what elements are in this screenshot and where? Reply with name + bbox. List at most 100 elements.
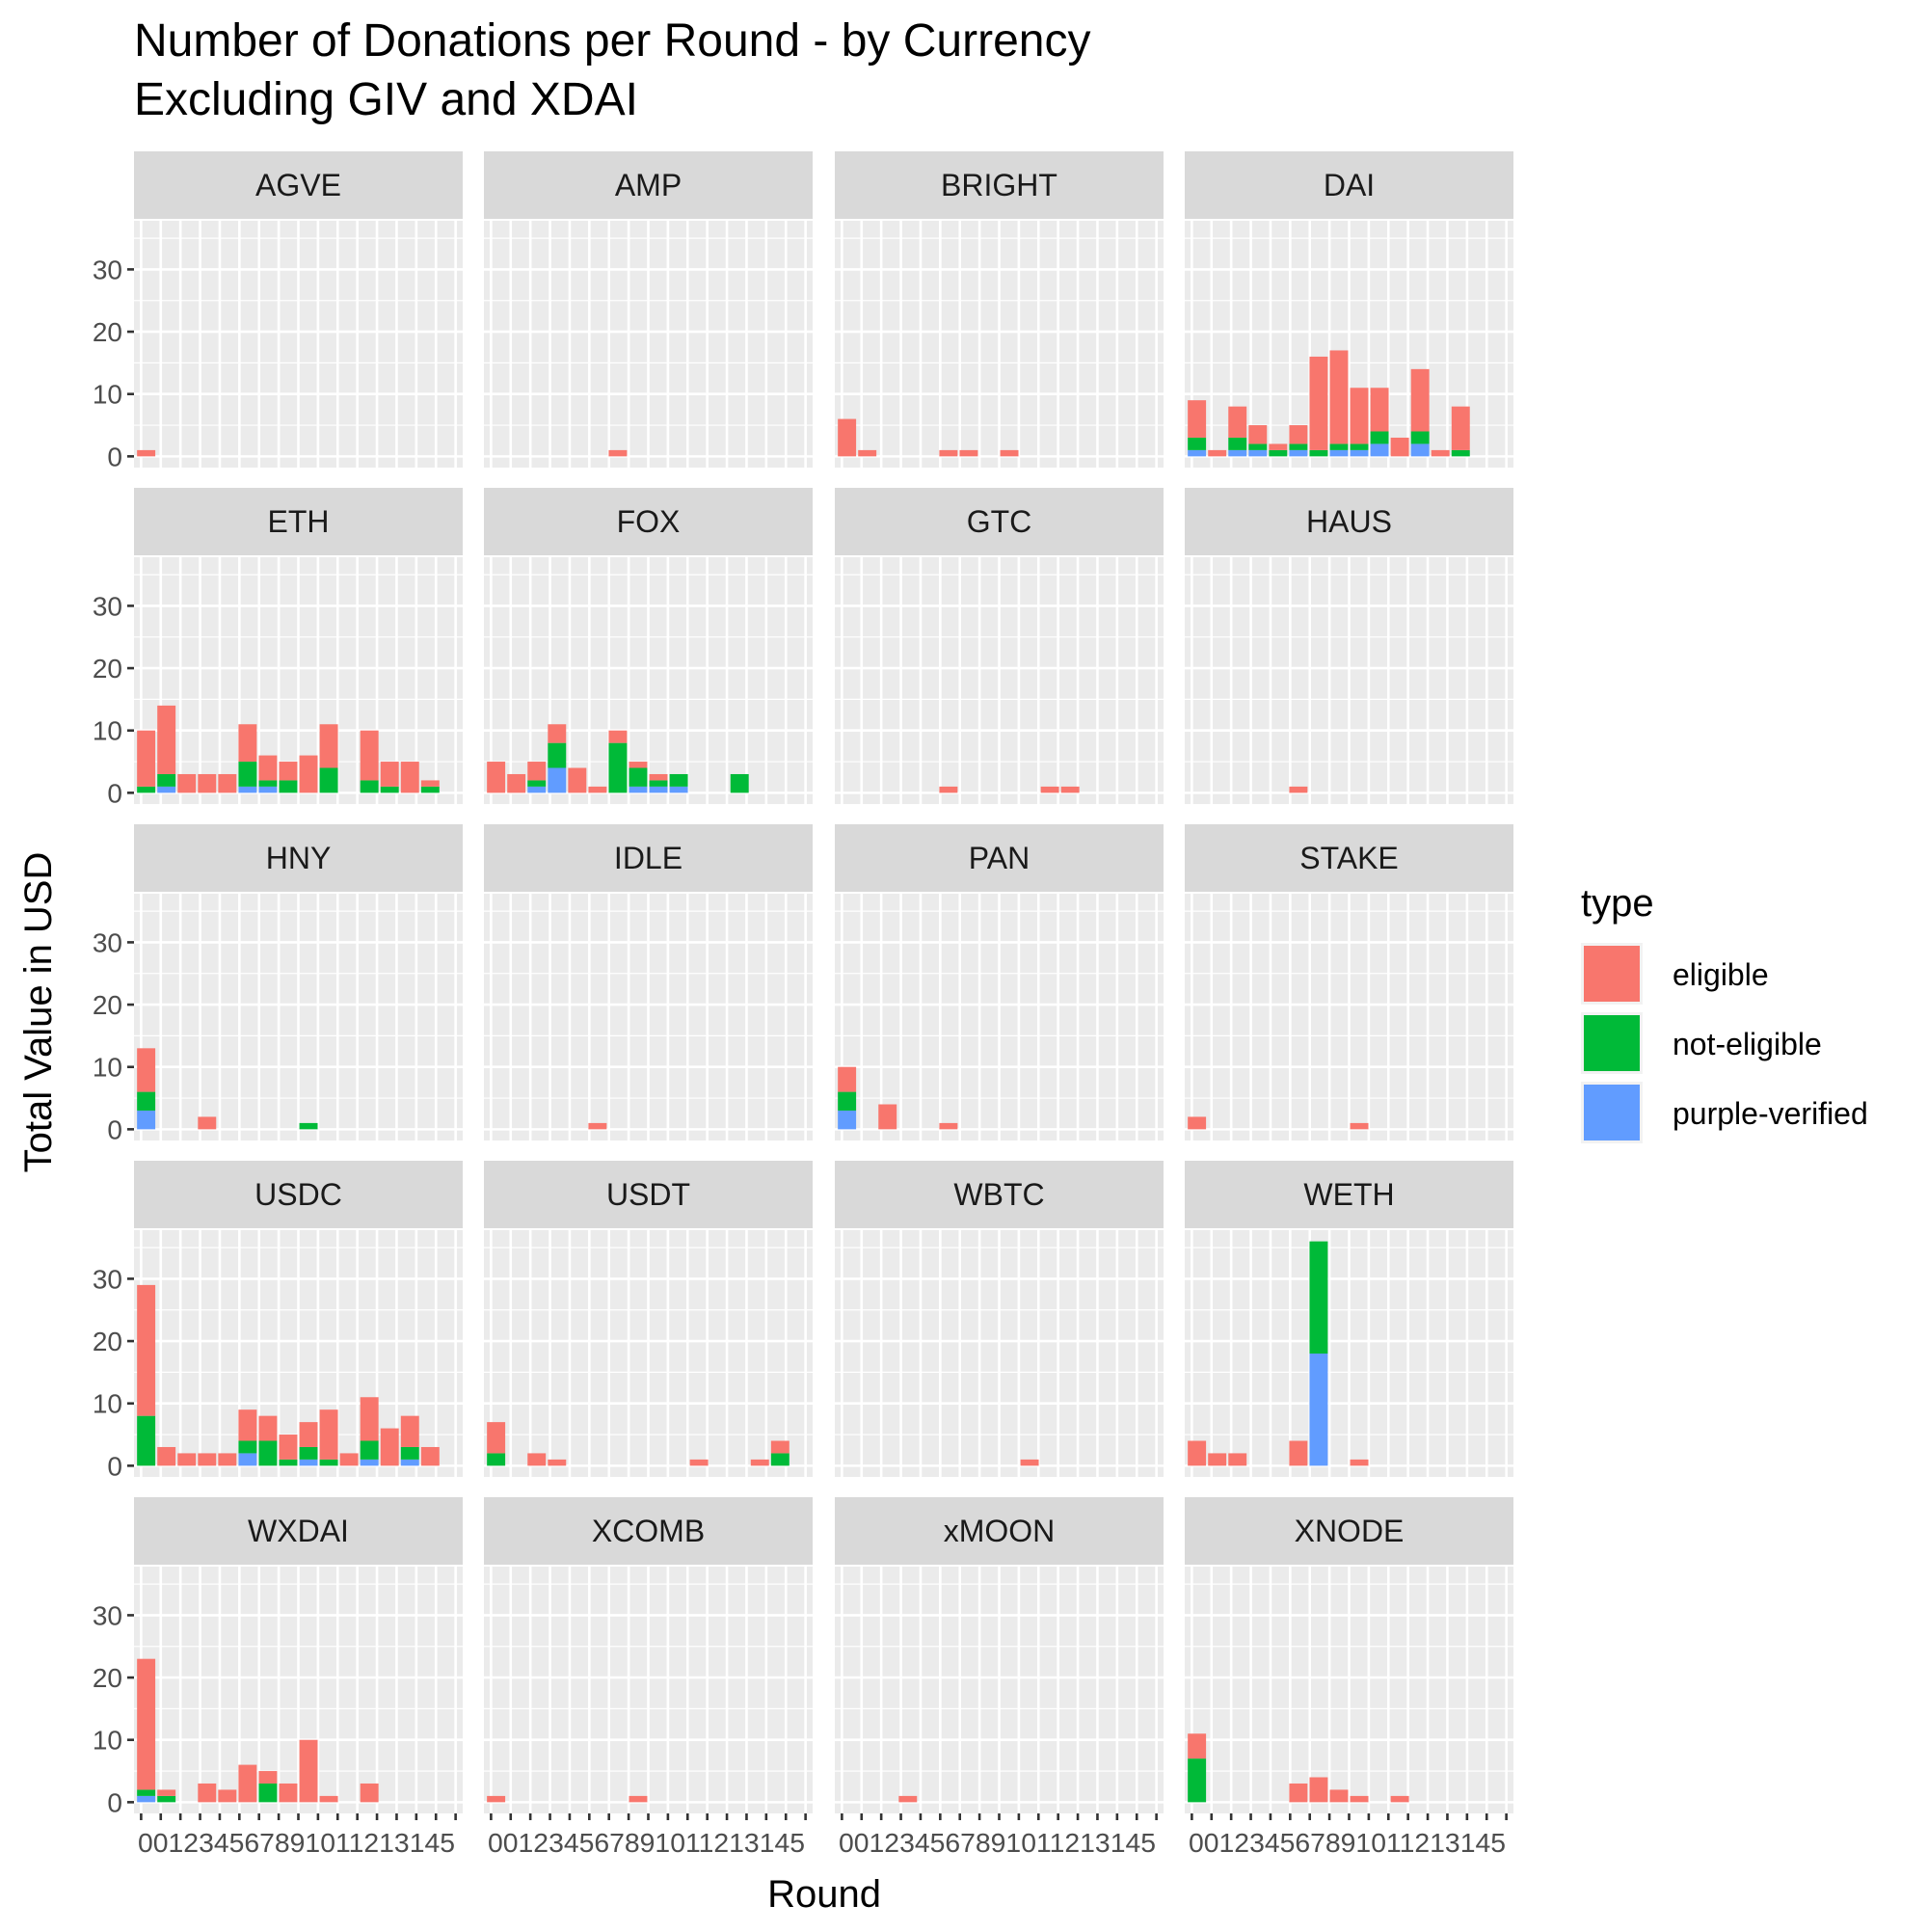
panel-strip-label: XNODE <box>1295 1514 1405 1548</box>
bar-segment-eligible <box>588 1122 607 1130</box>
panel-strip <box>835 151 1164 219</box>
panel-wxdai: WXDAI 0 10 20 30 001234567891011213145 <box>93 1497 463 1858</box>
bar-segment-eligible <box>157 1446 176 1466</box>
y-tick-label: 0 <box>107 1451 122 1481</box>
panel-strip <box>835 824 1164 892</box>
bar-segment-eligible <box>750 1459 769 1466</box>
bar-segment-eligible <box>137 1284 156 1416</box>
bar-segment-eligible <box>1000 449 1019 457</box>
panel-amp: AMP <box>484 151 813 468</box>
bar-segment-not-eligible <box>299 1446 318 1460</box>
y-tick-label: 30 <box>93 591 122 621</box>
panel-strip-label: WBTC <box>953 1177 1044 1212</box>
bar-segment-eligible <box>507 773 526 793</box>
panel-strip <box>1185 151 1513 219</box>
bar-segment-eligible <box>137 1658 156 1790</box>
panel-haus: HAUS <box>1185 488 1513 804</box>
bar-segment-eligible <box>1329 1789 1349 1803</box>
panel-strip <box>134 151 463 219</box>
legend-key-eligible <box>1584 946 1640 1002</box>
bar-segment-eligible <box>319 724 338 768</box>
bar-segment-purple-verified <box>1370 443 1389 457</box>
panel-usdc: USDC 0 10 20 30 <box>93 1161 463 1481</box>
bar-segment-eligible <box>1248 425 1268 444</box>
panel-strip-label: AMP <box>615 168 682 202</box>
bar-segment-purple-verified <box>649 786 668 793</box>
panel-idle: IDLE <box>484 824 813 1140</box>
bar-segment-eligible <box>258 755 278 781</box>
panel-strip <box>484 824 813 892</box>
bar-segment-not-eligible <box>400 1446 419 1460</box>
panel-stake: STAKE <box>1185 824 1513 1140</box>
bar-segment-not-eligible <box>1228 437 1247 450</box>
bar-segment-purple-verified <box>669 786 688 793</box>
bar-segment-eligible <box>319 1795 338 1803</box>
legend-label: eligible <box>1673 957 1769 992</box>
bar-segment-eligible <box>137 449 156 457</box>
panel-agve: AGVE 0 10 20 30 <box>93 151 463 471</box>
bar-segment-not-eligible <box>770 1453 790 1466</box>
chart-title-line-1: Number of Donations per Round - by Curre… <box>134 15 1090 67</box>
y-tick-label: 10 <box>93 1053 122 1083</box>
bar-segment-eligible <box>218 1453 237 1466</box>
bar-segment-not-eligible <box>1289 443 1308 450</box>
bar-segment-eligible <box>420 1446 440 1466</box>
panel-bright: BRIGHT <box>835 151 1164 468</box>
bar-segment-eligible <box>1188 1733 1207 1759</box>
y-axis-title: Total Value in USD <box>17 852 60 1173</box>
bar-segment-purple-verified <box>137 1795 156 1803</box>
bar-segment-not-eligible <box>1188 1758 1207 1803</box>
bar-segment-eligible <box>258 1771 278 1784</box>
bar-segment-eligible <box>527 762 547 781</box>
bar-segment-not-eligible <box>258 780 278 787</box>
bar-segment-not-eligible <box>157 1795 176 1803</box>
bar-segment-not-eligible <box>319 1459 338 1466</box>
bar-segment-eligible <box>1228 406 1247 438</box>
bar-segment-purple-verified <box>1309 1354 1328 1466</box>
bar-segment-eligible <box>858 449 877 457</box>
bar-segment-eligible <box>838 1066 857 1092</box>
panel-xnode: XNODE 001234567891011213145 <box>1185 1497 1513 1858</box>
bar-segment-eligible <box>137 730 156 787</box>
bar-segment-eligible <box>1329 350 1349 444</box>
panel-strip-label: HNY <box>266 841 332 875</box>
bar-segment-not-eligible <box>137 786 156 793</box>
bar-segment-eligible <box>198 773 217 793</box>
panel-usdt: USDT <box>484 1161 813 1477</box>
bar-segment-eligible <box>137 1048 156 1092</box>
y-tick-label: 0 <box>107 442 122 471</box>
bar-segment-eligible <box>629 762 648 768</box>
bar-segment-eligible <box>1188 400 1207 438</box>
bar-segment-eligible <box>939 449 958 457</box>
bar-segment-not-eligible <box>669 773 688 787</box>
bar-segment-eligible <box>608 449 628 457</box>
bar-segment-eligible <box>1410 368 1430 432</box>
bar-segment-eligible <box>939 786 958 793</box>
bar-segment-purple-verified <box>400 1459 419 1466</box>
bar-segment-purple-verified <box>299 1459 318 1466</box>
bar-segment-purple-verified <box>1410 443 1430 457</box>
bar-segment-eligible <box>279 1435 298 1460</box>
bar-segment-purple-verified <box>238 1453 257 1466</box>
bar-segment-eligible <box>959 449 978 457</box>
bar-segment-eligible <box>878 1104 897 1130</box>
panel-wbtc: WBTC <box>835 1161 1164 1477</box>
y-tick-label: 20 <box>93 317 122 347</box>
y-tick-label: 20 <box>93 1327 122 1356</box>
bar-segment-not-eligible <box>319 767 338 793</box>
bar-segment-eligible <box>299 755 318 793</box>
bar-segment-eligible <box>1289 425 1308 444</box>
bar-segment-eligible <box>548 724 567 743</box>
bar-segment-eligible <box>1309 1777 1328 1803</box>
bar-segment-purple-verified <box>1248 449 1268 457</box>
bar-segment-not-eligible <box>487 1453 506 1466</box>
bar-segment-eligible <box>420 780 440 787</box>
panel-strip-label: ETH <box>268 504 330 539</box>
panel-strip-label: IDLE <box>614 841 682 875</box>
panel-dai: DAI <box>1185 151 1513 468</box>
bar-segment-eligible <box>1289 1783 1308 1803</box>
panel-strip <box>1185 488 1513 555</box>
bar-segment-eligible <box>360 1783 379 1803</box>
panel-strip <box>484 1497 813 1565</box>
